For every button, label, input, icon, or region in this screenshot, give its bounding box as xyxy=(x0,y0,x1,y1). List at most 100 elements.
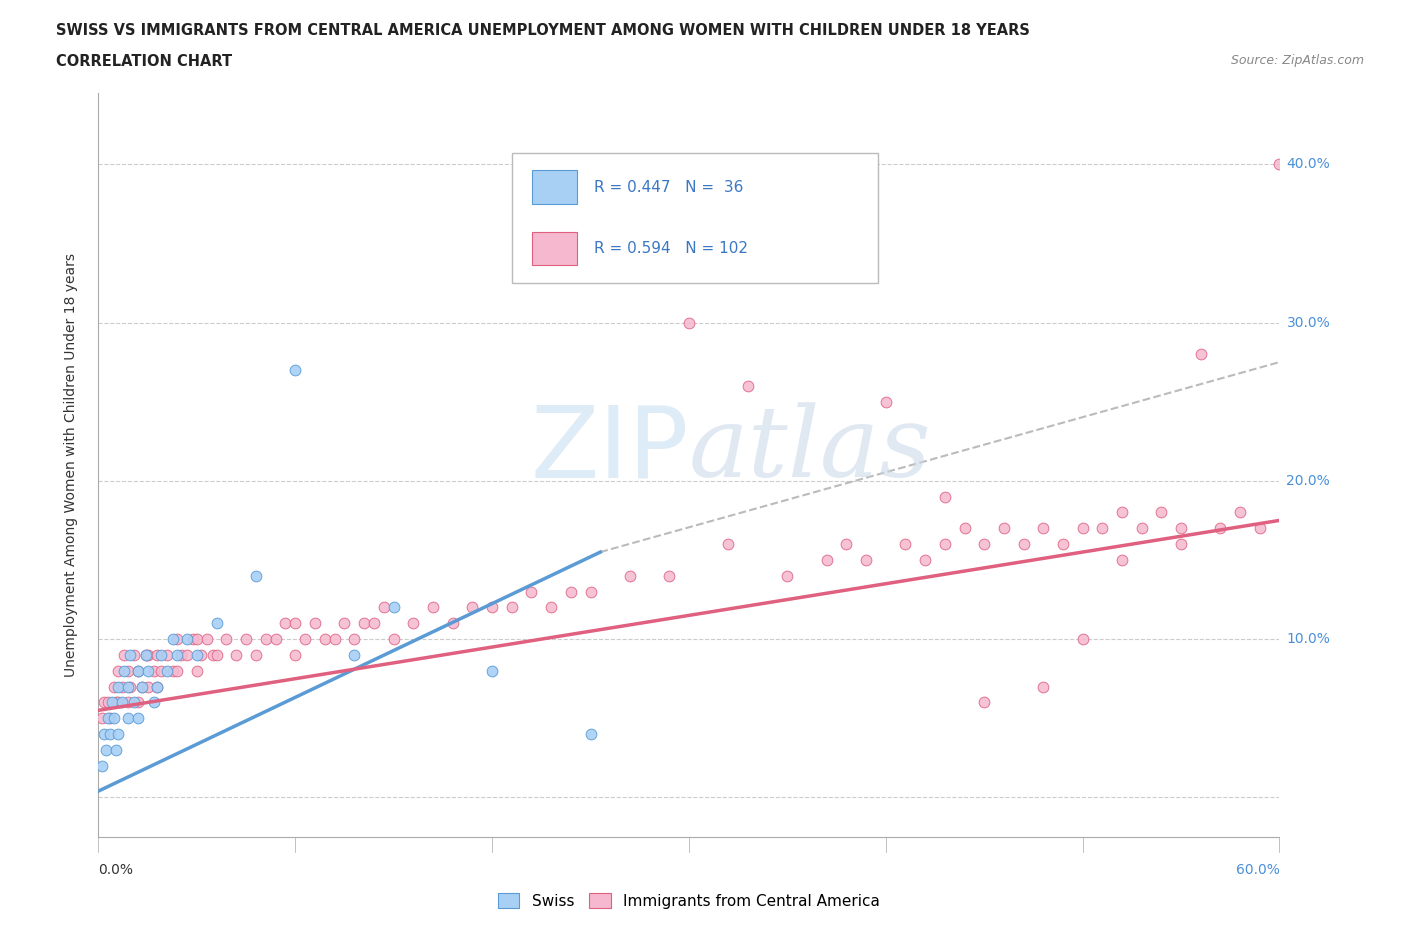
Point xyxy=(934,537,956,551)
Text: SWISS VS IMMIGRANTS FROM CENTRAL AMERICA UNEMPLOYMENT AMONG WOMEN WITH CHILDREN : SWISS VS IMMIGRANTS FROM CENTRAL AMERICA… xyxy=(56,23,1031,38)
Point xyxy=(294,631,316,646)
Point xyxy=(215,631,238,646)
Point xyxy=(520,584,543,599)
Point xyxy=(441,616,464,631)
Point xyxy=(156,647,179,662)
Point xyxy=(103,679,125,694)
Point xyxy=(146,679,169,694)
Point xyxy=(91,711,114,725)
Text: R = 0.447   N =  36: R = 0.447 N = 36 xyxy=(595,179,744,194)
Text: 0.0%: 0.0% xyxy=(98,863,134,877)
Point xyxy=(284,616,307,631)
Point xyxy=(105,742,128,757)
Text: 20.0%: 20.0% xyxy=(1286,473,1330,488)
Point xyxy=(540,600,562,615)
Point xyxy=(117,711,139,725)
Point xyxy=(111,679,134,694)
Point xyxy=(717,537,740,551)
Point xyxy=(136,647,159,662)
Point xyxy=(953,521,976,536)
Point xyxy=(934,489,956,504)
Point xyxy=(117,695,139,710)
Point xyxy=(245,647,267,662)
Point xyxy=(1268,157,1291,172)
Point xyxy=(170,647,193,662)
Point xyxy=(97,695,120,710)
Point xyxy=(146,679,169,694)
Point xyxy=(127,711,149,725)
FancyBboxPatch shape xyxy=(512,153,877,283)
Point xyxy=(1032,521,1054,536)
Point xyxy=(363,616,385,631)
Point xyxy=(205,616,228,631)
Point xyxy=(353,616,375,631)
Point xyxy=(422,600,444,615)
Point xyxy=(1012,537,1035,551)
Point xyxy=(142,695,165,710)
Point xyxy=(245,568,267,583)
Point xyxy=(481,600,503,615)
Point xyxy=(131,679,153,694)
Point xyxy=(304,616,326,631)
Point xyxy=(1130,521,1153,536)
Text: 10.0%: 10.0% xyxy=(1286,632,1330,646)
Point xyxy=(107,695,129,710)
Point xyxy=(117,663,139,678)
Point xyxy=(343,647,366,662)
Point xyxy=(146,647,169,662)
Text: CORRELATION CHART: CORRELATION CHART xyxy=(56,54,232,69)
Point xyxy=(186,647,208,662)
Point xyxy=(150,647,173,662)
Point xyxy=(1052,537,1074,551)
Point xyxy=(382,631,405,646)
Point xyxy=(181,631,204,646)
Point xyxy=(1111,505,1133,520)
Point xyxy=(560,584,582,599)
Point xyxy=(619,568,641,583)
Point xyxy=(142,663,165,678)
Text: atlas: atlas xyxy=(689,403,932,498)
Point xyxy=(1189,347,1212,362)
Point xyxy=(98,726,121,741)
Point xyxy=(373,600,395,615)
Point xyxy=(93,695,115,710)
Point xyxy=(96,742,118,757)
Point xyxy=(973,695,995,710)
Point xyxy=(131,679,153,694)
Point xyxy=(135,647,157,662)
Point xyxy=(1032,679,1054,694)
Point xyxy=(176,647,198,662)
Point xyxy=(737,379,759,393)
Point xyxy=(993,521,1015,536)
Point xyxy=(122,647,145,662)
Point xyxy=(333,616,356,631)
Point xyxy=(1229,505,1251,520)
Point xyxy=(98,711,121,725)
Point xyxy=(658,568,681,583)
Point xyxy=(225,647,247,662)
Y-axis label: Unemployment Among Women with Children Under 18 years: Unemployment Among Women with Children U… xyxy=(63,253,77,677)
Point xyxy=(579,726,602,741)
Point xyxy=(815,552,838,567)
Point xyxy=(284,363,307,378)
Point xyxy=(97,711,120,725)
Point xyxy=(579,584,602,599)
Text: R = 0.594   N = 102: R = 0.594 N = 102 xyxy=(595,241,748,256)
Point xyxy=(678,315,700,330)
Point xyxy=(135,647,157,662)
Point xyxy=(136,679,159,694)
Point xyxy=(118,679,141,694)
FancyBboxPatch shape xyxy=(531,232,576,265)
Point xyxy=(166,647,188,662)
Point xyxy=(127,663,149,678)
Point xyxy=(973,537,995,551)
Point xyxy=(1170,521,1192,536)
Point xyxy=(1150,505,1173,520)
Point xyxy=(111,695,134,710)
Point xyxy=(127,695,149,710)
Point xyxy=(105,695,128,710)
Point xyxy=(461,600,484,615)
Point xyxy=(284,647,307,662)
Legend: Swiss, Immigrants from Central America: Swiss, Immigrants from Central America xyxy=(492,887,886,915)
Point xyxy=(91,758,114,773)
